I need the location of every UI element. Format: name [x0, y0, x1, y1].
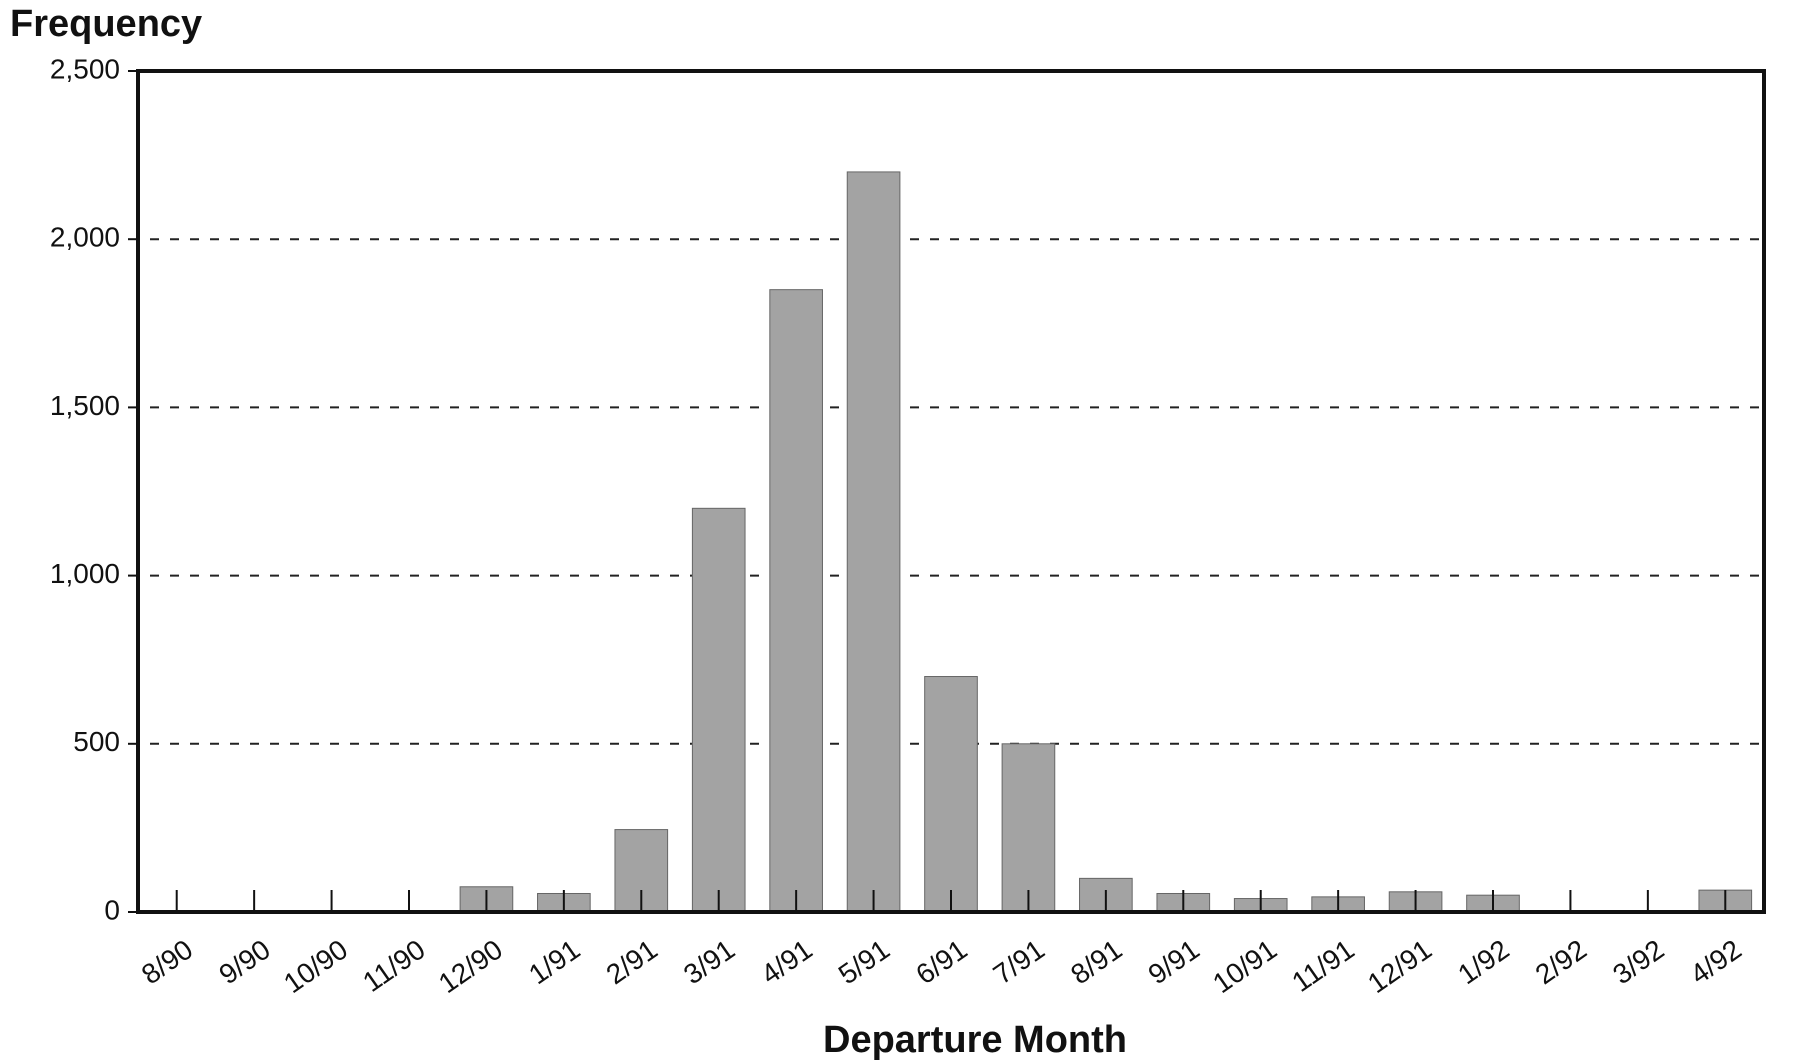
bar — [846, 171, 901, 913]
x-tick-label: 7/91 — [988, 934, 1050, 991]
x-tick-label: 2/91 — [601, 934, 663, 991]
x-tick-label: 11/90 — [357, 934, 430, 998]
x-tick-label: 3/91 — [678, 934, 740, 991]
x-tick-label: 4/91 — [755, 934, 817, 991]
bar — [1001, 743, 1056, 913]
y-axis-title: Frequency — [10, 3, 202, 45]
x-axis-title: Departure Month — [823, 1019, 1127, 1061]
y-tick-label: 2,000 — [50, 222, 120, 253]
plot-frame — [136, 69, 1766, 914]
x-tick-label: 10/90 — [278, 934, 353, 1000]
x-tick-label: 9/90 — [213, 934, 275, 991]
y-tick-label: 1,500 — [50, 390, 120, 421]
x-tick-label: 12/90 — [433, 934, 508, 1000]
x-tick-label: 6/91 — [910, 934, 972, 991]
y-tick-label: 0 — [104, 894, 120, 925]
x-tick-label: 5/91 — [833, 934, 895, 991]
y-tick-label: 2,500 — [50, 53, 120, 84]
x-tick-label: 8/91 — [1065, 934, 1127, 991]
x-tick-label: 1/91 — [523, 934, 585, 991]
bar — [769, 289, 823, 913]
x-tick-label: 11/91 — [1286, 934, 1359, 998]
y-tick-label: 500 — [73, 726, 120, 757]
x-tick-label: 1/92 — [1452, 934, 1514, 991]
x-tick-label: 4/92 — [1685, 934, 1747, 991]
x-tick-label: 8/90 — [136, 934, 198, 991]
x-tick-label: 2/92 — [1530, 934, 1592, 991]
x-tick-label: 3/92 — [1607, 934, 1669, 991]
bar — [924, 676, 978, 913]
x-tick-label: 12/91 — [1362, 934, 1437, 1000]
bar — [691, 507, 746, 913]
y-tick-label: 1,000 — [50, 558, 120, 589]
x-tick-label: 9/91 — [1143, 934, 1205, 991]
x-tick-label: 10/91 — [1207, 934, 1282, 1000]
